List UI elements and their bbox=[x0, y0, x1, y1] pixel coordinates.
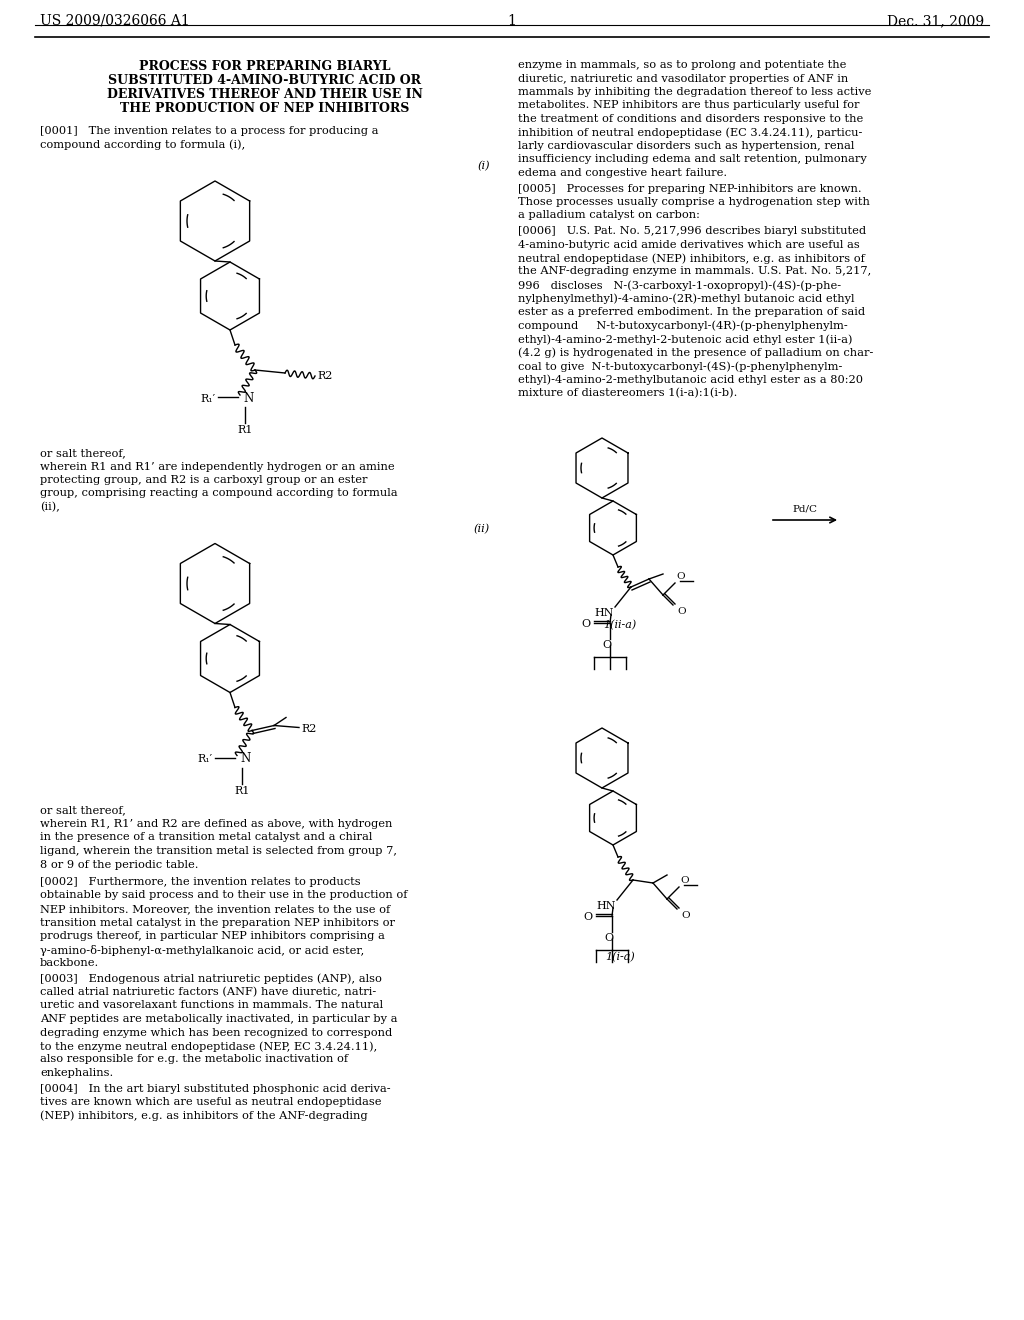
Text: nylphenylmethyl)-4-amino-(2R)-methyl butanoic acid ethyl: nylphenylmethyl)-4-amino-(2R)-methyl but… bbox=[518, 293, 854, 304]
Text: ethyl)-4-amino-2-methylbutanoic acid ethyl ester as a 80:20: ethyl)-4-amino-2-methylbutanoic acid eth… bbox=[518, 375, 863, 385]
Text: 996   discloses   N-(3-carboxyl-1-oxopropyl)-(4S)-(p-phe-: 996 discloses N-(3-carboxyl-1-oxopropyl)… bbox=[518, 280, 841, 290]
Text: also responsible for e.g. the metabolic inactivation of: also responsible for e.g. the metabolic … bbox=[40, 1055, 348, 1064]
Text: compound according to formula (i),: compound according to formula (i), bbox=[40, 140, 246, 150]
Text: O: O bbox=[581, 619, 590, 630]
Text: HN: HN bbox=[597, 902, 616, 911]
Text: 1(ii-a): 1(ii-a) bbox=[603, 620, 637, 631]
Text: [0002]   Furthermore, the invention relates to products: [0002] Furthermore, the invention relate… bbox=[40, 876, 360, 887]
Text: obtainable by said process and to their use in the production of: obtainable by said process and to their … bbox=[40, 891, 408, 900]
Text: US 2009/0326066 A1: US 2009/0326066 A1 bbox=[40, 15, 189, 28]
Text: O: O bbox=[583, 912, 592, 921]
Text: mixture of diastereomers 1(i-a):1(i-b).: mixture of diastereomers 1(i-a):1(i-b). bbox=[518, 388, 737, 399]
Text: 1: 1 bbox=[508, 15, 516, 28]
Text: PROCESS FOR PREPARING BIARYL: PROCESS FOR PREPARING BIARYL bbox=[139, 59, 391, 73]
Text: larly cardiovascular disorders such as hypertension, renal: larly cardiovascular disorders such as h… bbox=[518, 141, 854, 150]
Text: R1: R1 bbox=[234, 785, 250, 796]
Text: [0005]   Processes for preparing NEP-inhibitors are known.: [0005] Processes for preparing NEP-inhib… bbox=[518, 183, 861, 194]
Text: O: O bbox=[676, 572, 685, 581]
Text: N: N bbox=[243, 392, 253, 405]
Text: 4-amino-butyric acid amide derivatives which are useful as: 4-amino-butyric acid amide derivatives w… bbox=[518, 239, 860, 249]
Text: 8 or 9 of the periodic table.: 8 or 9 of the periodic table. bbox=[40, 859, 199, 870]
Text: (ii): (ii) bbox=[474, 524, 490, 533]
Text: N: N bbox=[240, 752, 250, 766]
Text: (i): (i) bbox=[477, 161, 490, 172]
Text: Dec. 31, 2009: Dec. 31, 2009 bbox=[887, 15, 984, 28]
Text: edema and congestive heart failure.: edema and congestive heart failure. bbox=[518, 168, 727, 178]
Text: (4.2 g) is hydrogenated in the presence of palladium on char-: (4.2 g) is hydrogenated in the presence … bbox=[518, 347, 873, 358]
Text: or salt thereof,: or salt thereof, bbox=[40, 805, 126, 816]
Text: group, comprising reacting a compound according to formula: group, comprising reacting a compound ac… bbox=[40, 488, 397, 499]
Text: degrading enzyme which has been recognized to correspond: degrading enzyme which has been recogniz… bbox=[40, 1027, 392, 1038]
Text: O: O bbox=[681, 911, 689, 920]
Text: inhibition of neutral endopeptidase (EC 3.4.24.11), particu-: inhibition of neutral endopeptidase (EC … bbox=[518, 128, 862, 139]
Text: R₁′: R₁′ bbox=[201, 393, 216, 404]
Text: [0003]   Endogenous atrial natriuretic peptides (ANP), also: [0003] Endogenous atrial natriuretic pep… bbox=[40, 974, 382, 985]
Text: NEP inhibitors. Moreover, the invention relates to the use of: NEP inhibitors. Moreover, the invention … bbox=[40, 904, 390, 913]
Text: wherein R1 and R1’ are independently hydrogen or an amine: wherein R1 and R1’ are independently hyd… bbox=[40, 462, 394, 471]
Text: transition metal catalyst in the preparation NEP inhibitors or: transition metal catalyst in the prepara… bbox=[40, 917, 395, 928]
Text: a palladium catalyst on carbon:: a palladium catalyst on carbon: bbox=[518, 210, 699, 220]
Text: enzyme in mammals, so as to prolong and potentiate the: enzyme in mammals, so as to prolong and … bbox=[518, 59, 847, 70]
Text: ethyl)-4-amino-2-methyl-2-butenoic acid ethyl ester 1(ii-a): ethyl)-4-amino-2-methyl-2-butenoic acid … bbox=[518, 334, 853, 345]
Text: metabolites. NEP inhibitors are thus particularly useful for: metabolites. NEP inhibitors are thus par… bbox=[518, 100, 859, 111]
Text: compound     N-t-butoxycarbonyl-(4R)-(p-phenylphenylm-: compound N-t-butoxycarbonyl-(4R)-(p-phen… bbox=[518, 321, 848, 331]
Text: O: O bbox=[680, 876, 688, 884]
Text: protecting group, and R2 is a carboxyl group or an ester: protecting group, and R2 is a carboxyl g… bbox=[40, 475, 368, 484]
Text: mammals by inhibiting the degradation thereof to less active: mammals by inhibiting the degradation th… bbox=[518, 87, 871, 96]
Text: diuretic, natriuretic and vasodilator properties of ANF in: diuretic, natriuretic and vasodilator pr… bbox=[518, 74, 848, 83]
Text: coal to give  N-t-butoxycarbonyl-(4S)-(p-phenylphenylm-: coal to give N-t-butoxycarbonyl-(4S)-(p-… bbox=[518, 360, 843, 371]
Text: ester as a preferred embodiment. In the preparation of said: ester as a preferred embodiment. In the … bbox=[518, 308, 865, 317]
Text: γ-amino-δ-biphenyl-α-methylalkanoic acid, or acid ester,: γ-amino-δ-biphenyl-α-methylalkanoic acid… bbox=[40, 945, 365, 956]
Text: insufficiency including edema and salt retention, pulmonary: insufficiency including edema and salt r… bbox=[518, 154, 866, 165]
Text: tives are known which are useful as neutral endopeptidase: tives are known which are useful as neut… bbox=[40, 1097, 382, 1107]
Text: [0004]   In the art biaryl substituted phosphonic acid deriva-: [0004] In the art biaryl substituted pho… bbox=[40, 1084, 390, 1093]
Text: ligand, wherein the transition metal is selected from group 7,: ligand, wherein the transition metal is … bbox=[40, 846, 397, 855]
Text: DERIVATIVES THEREOF AND THEIR USE IN: DERIVATIVES THEREOF AND THEIR USE IN bbox=[108, 88, 423, 102]
Text: wherein R1, R1’ and R2 are defined as above, with hydrogen: wherein R1, R1’ and R2 are defined as ab… bbox=[40, 818, 392, 829]
Text: neutral endopeptidase (NEP) inhibitors, e.g. as inhibitors of: neutral endopeptidase (NEP) inhibitors, … bbox=[518, 253, 865, 264]
Text: the treatment of conditions and disorders responsive to the: the treatment of conditions and disorder… bbox=[518, 114, 863, 124]
Text: uretic and vasorelaxant functions in mammals. The natural: uretic and vasorelaxant functions in mam… bbox=[40, 1001, 383, 1011]
Text: SUBSTITUTED 4-AMINO-BUTYRIC ACID OR: SUBSTITUTED 4-AMINO-BUTYRIC ACID OR bbox=[109, 74, 422, 87]
Text: enkephalins.: enkephalins. bbox=[40, 1068, 114, 1078]
Text: [0001]   The invention relates to a process for producing a: [0001] The invention relates to a proces… bbox=[40, 125, 379, 136]
Text: R2: R2 bbox=[301, 723, 316, 734]
Text: ANF peptides are metabolically inactivated, in particular by a: ANF peptides are metabolically inactivat… bbox=[40, 1014, 397, 1024]
Text: O: O bbox=[604, 933, 613, 942]
Text: or salt thereof,: or salt thereof, bbox=[40, 447, 126, 458]
Text: HN: HN bbox=[595, 609, 614, 618]
Text: O: O bbox=[602, 640, 611, 649]
Text: R2: R2 bbox=[317, 371, 333, 381]
Text: called atrial natriuretic factors (ANF) have diuretic, natri-: called atrial natriuretic factors (ANF) … bbox=[40, 987, 376, 998]
Text: Pd/C: Pd/C bbox=[793, 506, 817, 513]
Text: prodrugs thereof, in particular NEP inhibitors comprising a: prodrugs thereof, in particular NEP inhi… bbox=[40, 931, 385, 941]
Text: 1(i-a): 1(i-a) bbox=[605, 952, 635, 962]
Text: THE PRODUCTION OF NEP INHIBITORS: THE PRODUCTION OF NEP INHIBITORS bbox=[120, 102, 410, 115]
Text: (NEP) inhibitors, e.g. as inhibitors of the ANF-degrading: (NEP) inhibitors, e.g. as inhibitors of … bbox=[40, 1110, 368, 1121]
Text: [0006]   U.S. Pat. No. 5,217,996 describes biaryl substituted: [0006] U.S. Pat. No. 5,217,996 describes… bbox=[518, 226, 866, 236]
Text: backbone.: backbone. bbox=[40, 958, 99, 968]
Text: R₁′: R₁′ bbox=[198, 755, 213, 764]
Text: R1: R1 bbox=[238, 425, 253, 436]
Text: the ANF-degrading enzyme in mammals. U.S. Pat. No. 5,217,: the ANF-degrading enzyme in mammals. U.S… bbox=[518, 267, 871, 276]
Text: to the enzyme neutral endopeptidase (NEP, EC 3.4.24.11),: to the enzyme neutral endopeptidase (NEP… bbox=[40, 1041, 377, 1052]
Text: (ii),: (ii), bbox=[40, 502, 59, 512]
Text: O: O bbox=[677, 607, 686, 616]
Text: in the presence of a transition metal catalyst and a chiral: in the presence of a transition metal ca… bbox=[40, 833, 373, 842]
Text: Those processes usually comprise a hydrogenation step with: Those processes usually comprise a hydro… bbox=[518, 197, 869, 207]
